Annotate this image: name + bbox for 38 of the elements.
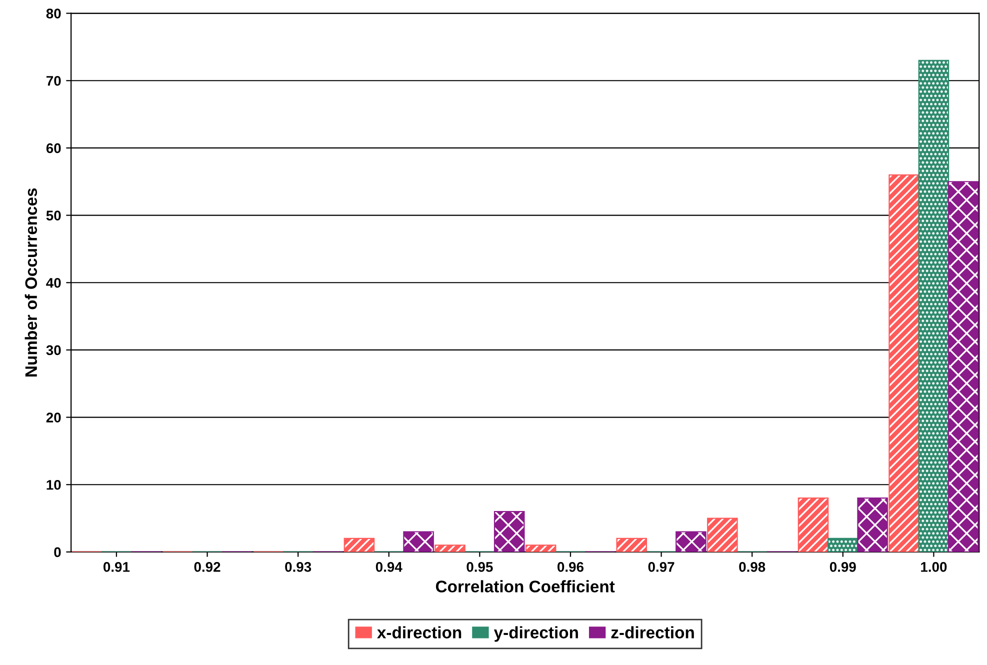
bar: [857, 498, 888, 552]
bar: [344, 538, 375, 552]
x-tick-label: 0.99: [830, 562, 856, 572]
y-tick-label: 60: [46, 143, 61, 154]
x-tick-label: 0.93: [285, 562, 312, 572]
y-tick-label: 10: [46, 480, 61, 490]
legend-label: x-direction: [377, 626, 462, 638]
y-tick-label: 70: [46, 76, 61, 86]
bar: [948, 181, 979, 552]
bar: [676, 531, 706, 552]
y-tick-label: 0: [54, 547, 61, 558]
y-axis-title: Number of Occurrences: [24, 188, 38, 376]
y-tick-label: 40: [46, 278, 61, 288]
x-tick-label: 0.91: [104, 562, 130, 572]
y-tick-label: 20: [46, 412, 61, 422]
bar: [828, 538, 858, 552]
y-tick-label: 30: [46, 345, 61, 356]
x-tick-label: 0.96: [558, 562, 584, 572]
legend-label: y-direction: [494, 626, 578, 642]
bar: [798, 498, 829, 552]
x-tick-label: 1.00: [921, 562, 947, 572]
x-tick-label: 0.97: [648, 562, 674, 572]
x-tick-label: 0.98: [739, 562, 766, 572]
bar: [707, 518, 738, 552]
x-tick-label: 0.95: [466, 562, 493, 572]
bar: [525, 544, 556, 552]
bar: [888, 174, 920, 552]
y-tick-label: 80: [46, 8, 61, 18]
bar: [494, 510, 525, 552]
bar: [616, 538, 648, 552]
x-tick-label: 0.94: [376, 562, 402, 572]
bar: [434, 544, 466, 552]
bar: [403, 531, 434, 552]
y-tick-label: 50: [46, 210, 61, 220]
bar: [918, 60, 950, 552]
legend-label: z-direction: [611, 626, 694, 638]
x-tick-label: 0.92: [194, 562, 220, 572]
x-axis-title: Correlation Coefficient: [436, 580, 615, 592]
